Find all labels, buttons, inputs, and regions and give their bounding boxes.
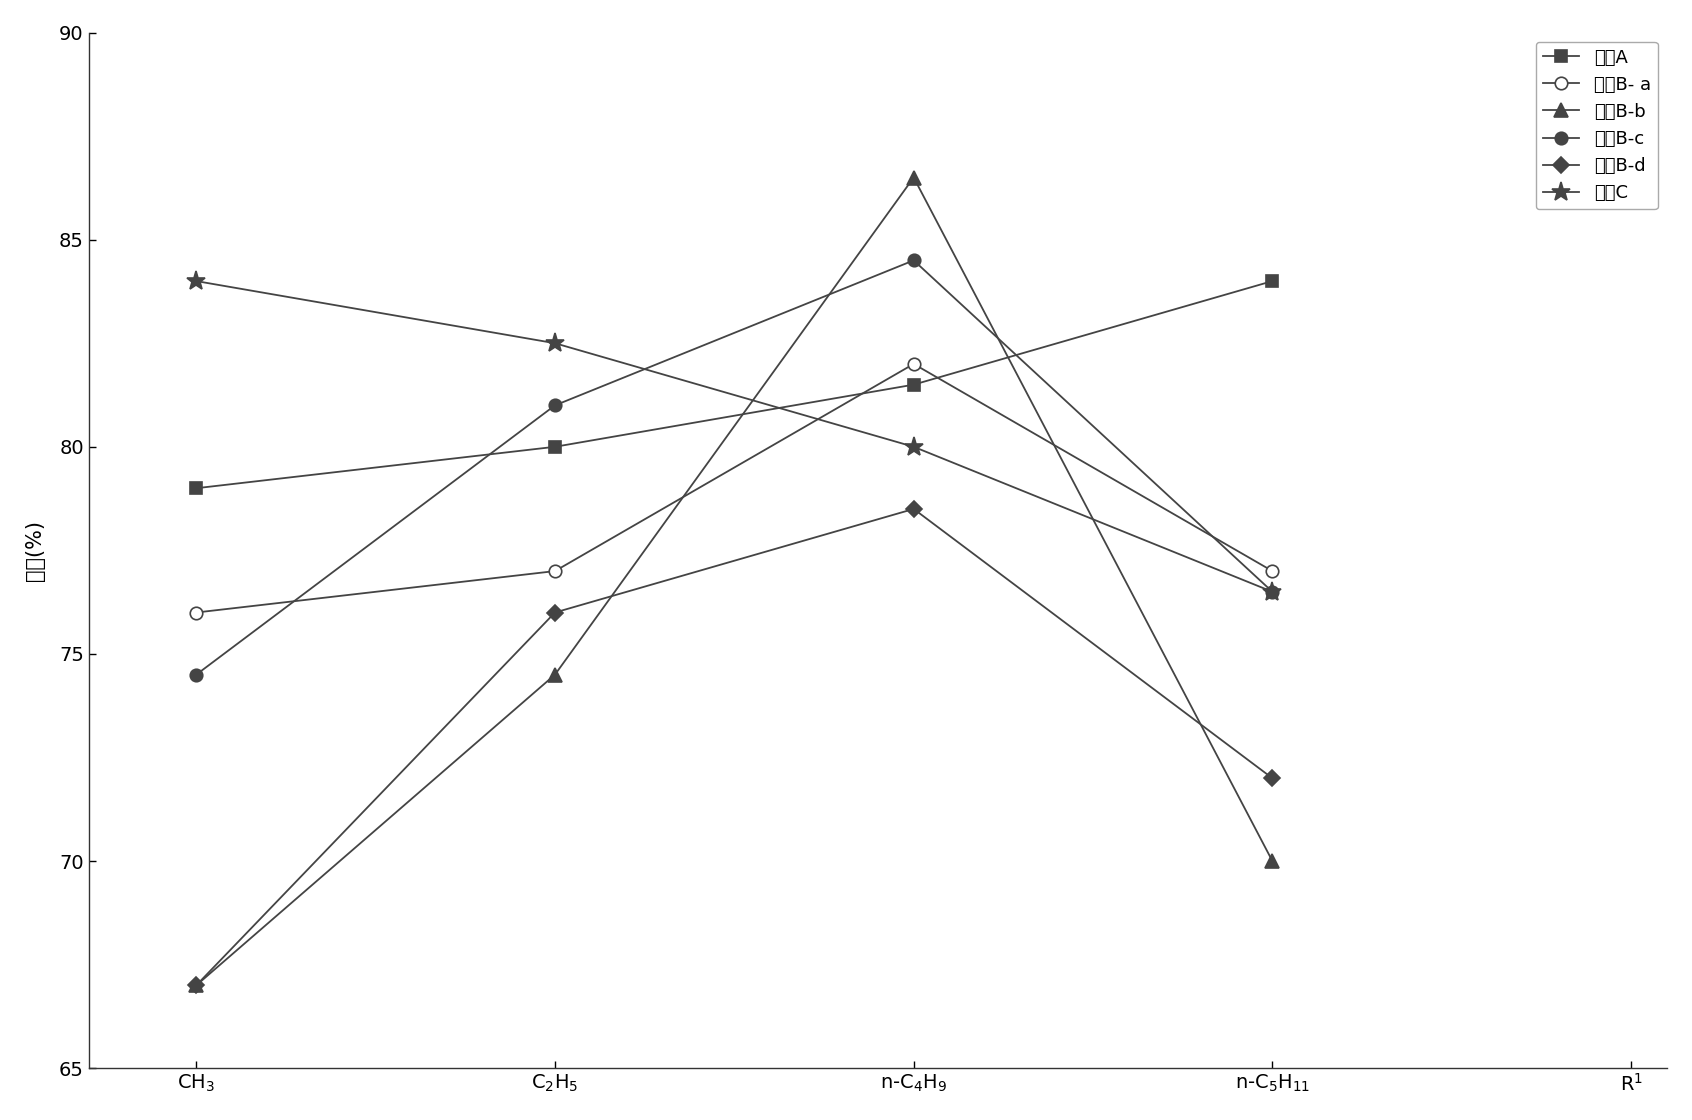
路线B-c [186, 668, 206, 681]
路线B-d [186, 979, 206, 992]
Legend: 路线A, 路线B- a, 路线B-b, 路线B-c, 路线B-d, 路线C: 路线A, 路线B- a, 路线B-b, 路线B-c, 路线B-d, 路线C [1536, 41, 1658, 209]
Line: 路线B-c: 路线B-c [190, 254, 1279, 681]
路线B-c [545, 399, 565, 412]
路线A [545, 440, 565, 454]
路线B- a [1262, 564, 1283, 578]
路线B-b [545, 668, 565, 681]
路线B-b [1262, 855, 1283, 868]
路线C [904, 440, 924, 454]
路线B-c [1262, 585, 1283, 598]
路线C [1262, 585, 1283, 598]
路线C [545, 336, 565, 349]
路线B-b [186, 979, 206, 992]
路线B- a [186, 606, 206, 619]
Line: 路线A: 路线A [190, 274, 1279, 494]
路线A [186, 482, 206, 495]
路线B- a [545, 564, 565, 578]
路线C [186, 274, 206, 288]
路线A [1262, 274, 1283, 288]
路线B- a [904, 357, 924, 371]
Y-axis label: 收率(%): 收率(%) [25, 520, 46, 581]
路线B-c [904, 253, 924, 267]
Line: 路线B-b: 路线B-b [190, 170, 1279, 992]
Line: 路线C: 路线C [186, 271, 1283, 601]
路线B-d [545, 606, 565, 619]
路线B-b [904, 170, 924, 184]
路线B-d [1262, 772, 1283, 785]
路线A [904, 377, 924, 391]
Line: 路线B-d: 路线B-d [191, 503, 1277, 991]
路线B-d [904, 502, 924, 515]
Line: 路线B- a: 路线B- a [190, 357, 1279, 618]
